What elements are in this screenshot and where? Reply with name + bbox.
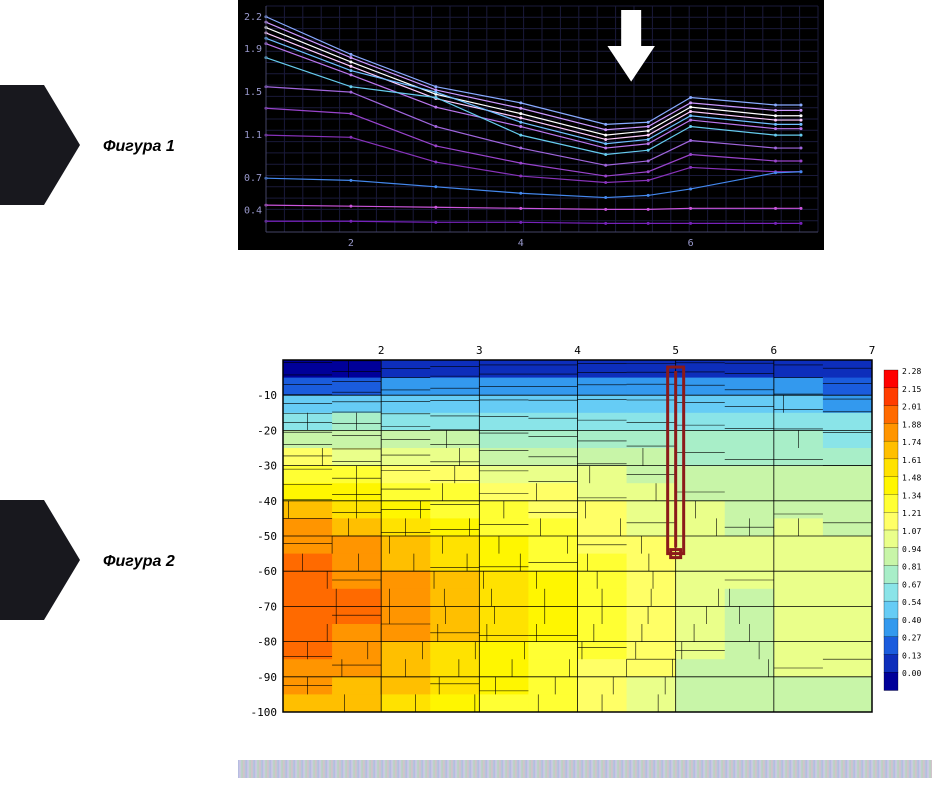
svg-text:0.67: 0.67 [902,580,921,589]
svg-text:2.2: 2.2 [244,12,262,23]
figure1-svg: 0.4 0.7 1.1 1.5 1.9 2.2 2 4 6 [238,0,824,250]
svg-text:0.81: 0.81 [902,563,921,572]
svg-text:1.5: 1.5 [244,87,262,98]
svg-text:5: 5 [672,344,679,357]
svg-text:4: 4 [574,344,581,357]
svg-text:1.9: 1.9 [244,44,262,55]
svg-text:-10: -10 [257,389,277,402]
svg-text:0.94: 0.94 [902,545,921,554]
svg-text:1.88: 1.88 [902,420,921,429]
figure2-heatmap-chart: 2 3 4 5 6 7 -10 -20 -30 -40 -50 -60 -70 -80 -90 -100 2.… [238,340,932,720]
svg-text:-100: -100 [251,706,278,719]
svg-text:-80: -80 [257,636,277,649]
svg-text:1.34: 1.34 [902,491,921,500]
svg-text:3: 3 [476,344,483,357]
svg-text:2.01: 2.01 [902,403,921,412]
figure2-svg: 2 3 4 5 6 7 -10 -20 -30 -40 -50 -60 -70 -80 -90 -100 2.… [238,340,932,720]
svg-text:0.13: 0.13 [902,651,921,660]
figure1-caption: Фигура 1 [103,138,175,156]
svg-text:-70: -70 [257,600,277,613]
figure1-line-chart: 0.4 0.7 1.1 1.5 1.9 2.2 2 4 6 [238,0,824,250]
svg-text:0.7: 0.7 [244,173,262,184]
svg-text:1.61: 1.61 [902,456,921,465]
footer-noise-strip [238,760,932,778]
svg-text:0.00: 0.00 [902,669,921,678]
svg-text:2.15: 2.15 [902,385,921,394]
svg-text:1.48: 1.48 [902,474,921,483]
svg-text:1.1: 1.1 [244,130,262,141]
svg-text:4: 4 [518,238,524,249]
svg-text:-20: -20 [257,424,277,437]
svg-text:1.74: 1.74 [902,438,921,447]
figure1-arrow-shape [0,85,80,205]
svg-text:-60: -60 [257,565,277,578]
svg-text:0.4: 0.4 [244,205,262,216]
svg-text:0.40: 0.40 [902,616,921,625]
svg-text:6: 6 [771,344,778,357]
svg-text:-40: -40 [257,495,277,508]
svg-text:0.27: 0.27 [902,634,921,643]
svg-text:2: 2 [348,238,354,249]
svg-text:2.28: 2.28 [902,367,921,376]
svg-text:1.07: 1.07 [902,527,921,536]
svg-text:1.21: 1.21 [902,509,921,518]
svg-text:0.54: 0.54 [902,598,921,607]
svg-text:2: 2 [378,344,385,357]
svg-text:6: 6 [688,238,694,249]
svg-text:7: 7 [869,344,876,357]
figure2-caption: Фигура 2 [103,553,175,571]
figure2-arrow-shape [0,500,80,620]
svg-text:-90: -90 [257,671,277,684]
svg-text:-50: -50 [257,530,277,543]
svg-text:-30: -30 [257,460,277,473]
